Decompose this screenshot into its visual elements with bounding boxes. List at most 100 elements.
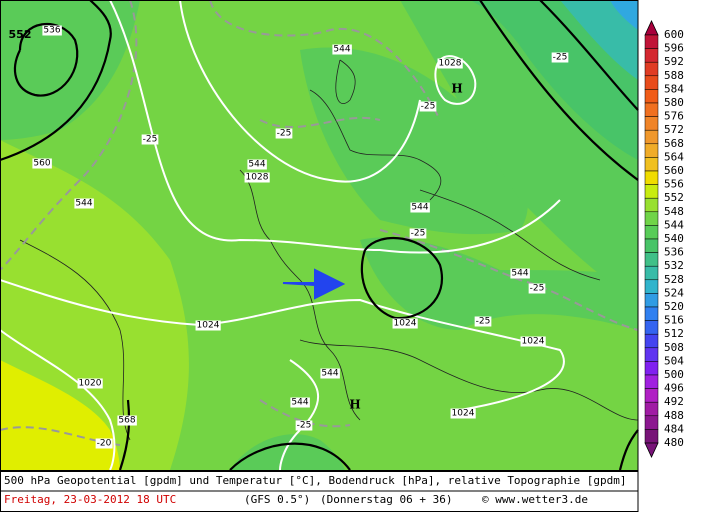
isobars bbox=[0, 0, 565, 471]
colorbar-swatch bbox=[644, 306, 659, 321]
colorbar-swatch bbox=[644, 157, 659, 172]
map-label: 536 bbox=[43, 26, 60, 36]
colorbar-label: 564 bbox=[664, 150, 684, 163]
colorbar-swatch bbox=[644, 197, 659, 213]
footer-credit: © www.wetter3.de bbox=[482, 493, 588, 506]
map-label: H bbox=[451, 82, 462, 96]
label-bg bbox=[510, 268, 530, 279]
map-label: 544 bbox=[75, 199, 92, 209]
colorbar-swatch bbox=[644, 293, 659, 308]
colorbar-swatch bbox=[644, 279, 659, 294]
colorbar-bottom bbox=[644, 442, 659, 458]
colorbar-label: 520 bbox=[664, 300, 684, 313]
map-label: 1028 bbox=[246, 173, 269, 183]
map-label: -25 bbox=[553, 53, 568, 63]
label-bg bbox=[474, 316, 492, 327]
map-label: -25 bbox=[530, 284, 545, 294]
colorbar-swatch bbox=[644, 129, 659, 145]
colorbar-label: 596 bbox=[664, 42, 684, 55]
footer-model: (GFS 0.5°) bbox=[244, 493, 310, 506]
label-bg bbox=[77, 378, 103, 389]
label-bg bbox=[141, 134, 159, 145]
map-label: -25 bbox=[411, 229, 426, 239]
label-bg bbox=[42, 25, 62, 36]
colorbar-swatch bbox=[644, 401, 659, 417]
colorbar-label: 524 bbox=[664, 286, 684, 299]
map-label: 544 bbox=[411, 203, 428, 213]
colorbar-label: 556 bbox=[664, 178, 684, 191]
colorbar-label: 516 bbox=[664, 314, 684, 327]
colorbar-label: 488 bbox=[664, 409, 684, 422]
label-bg bbox=[409, 228, 427, 239]
footer-date: Freitag, 23-03-2012 18 UTC bbox=[4, 493, 176, 506]
map-label: -25 bbox=[421, 102, 436, 112]
colorbar-label: 480 bbox=[664, 436, 684, 449]
map-label: 1028 bbox=[439, 59, 462, 69]
colorbar-label: 588 bbox=[664, 69, 684, 82]
colorbar-label: 568 bbox=[664, 137, 684, 150]
colorbar-label: 512 bbox=[664, 327, 684, 340]
label-bg bbox=[551, 52, 569, 63]
colorbar-label: 540 bbox=[664, 232, 684, 245]
field-544d bbox=[230, 434, 345, 470]
colorbar-label: 508 bbox=[664, 341, 684, 354]
map-label: 1020 bbox=[79, 379, 102, 389]
map-label: H bbox=[349, 398, 360, 412]
colorbar-swatch bbox=[644, 102, 659, 117]
label-bg bbox=[419, 101, 437, 112]
colorbar-swatch bbox=[644, 415, 659, 430]
map-label: 568 bbox=[118, 416, 135, 426]
colorbar-swatch bbox=[644, 143, 659, 158]
colorbar-label: 536 bbox=[664, 246, 684, 259]
field-544c bbox=[0, 0, 140, 140]
colorbar-swatch bbox=[644, 48, 659, 63]
colorbar-label: 572 bbox=[664, 123, 684, 136]
label-bg bbox=[528, 283, 546, 294]
colorbar-label: 528 bbox=[664, 273, 684, 286]
geopotential-lines bbox=[0, 0, 639, 471]
colorbar-label: 532 bbox=[664, 259, 684, 272]
colorbar-swatch bbox=[644, 184, 659, 199]
map-label: 1024 bbox=[394, 319, 417, 329]
colorbar-label: 552 bbox=[664, 191, 684, 204]
colorbar-swatch bbox=[644, 252, 659, 267]
colorbar-label: 544 bbox=[664, 218, 684, 231]
map-label: 1024 bbox=[197, 321, 220, 331]
map-label: 560 bbox=[33, 159, 50, 169]
map-label: 544 bbox=[333, 45, 350, 55]
colorbar-swatch bbox=[644, 116, 659, 131]
label-bg bbox=[32, 158, 52, 169]
map-label: 544 bbox=[321, 369, 338, 379]
map-label: -25 bbox=[476, 317, 491, 327]
map-label: 552 bbox=[9, 28, 32, 41]
colorbar-label: 500 bbox=[664, 368, 684, 381]
label-bg bbox=[244, 172, 270, 183]
label-bg bbox=[437, 58, 463, 69]
colorbar-label: 600 bbox=[664, 28, 684, 41]
colorbar-label: 592 bbox=[664, 55, 684, 68]
label-bg bbox=[520, 336, 546, 347]
colorbar-swatch bbox=[644, 211, 659, 226]
colorbar-label: 504 bbox=[664, 354, 684, 367]
colorbar-swatch bbox=[644, 388, 659, 403]
map-label: 544 bbox=[511, 269, 528, 279]
map-labels: 552 536560544-255441028-25H-255441028-255… bbox=[9, 25, 569, 449]
colorbar-label: 484 bbox=[664, 422, 684, 435]
label-bg bbox=[410, 202, 430, 213]
colorbar-label: 560 bbox=[664, 164, 684, 177]
colorbar-swatch bbox=[644, 333, 659, 349]
colorbar: 6005965925885845805765725685645605565525… bbox=[644, 20, 684, 458]
colorbar-swatch bbox=[644, 34, 659, 49]
colorbar-swatch bbox=[644, 361, 659, 376]
label-bg bbox=[95, 438, 113, 449]
map-label: -20 bbox=[97, 439, 112, 449]
colorbar-swatch bbox=[644, 170, 659, 185]
map-label: 1024 bbox=[452, 409, 475, 419]
label-bg bbox=[320, 368, 340, 379]
map-label: -25 bbox=[143, 135, 158, 145]
map-area: 552 536560544-255441028-25H-255441028-255… bbox=[0, 0, 639, 471]
colorbar-label: 548 bbox=[664, 205, 684, 218]
map-label: -25 bbox=[277, 129, 292, 139]
colorbar-label: 492 bbox=[664, 395, 684, 408]
field-520 bbox=[610, 0, 638, 30]
